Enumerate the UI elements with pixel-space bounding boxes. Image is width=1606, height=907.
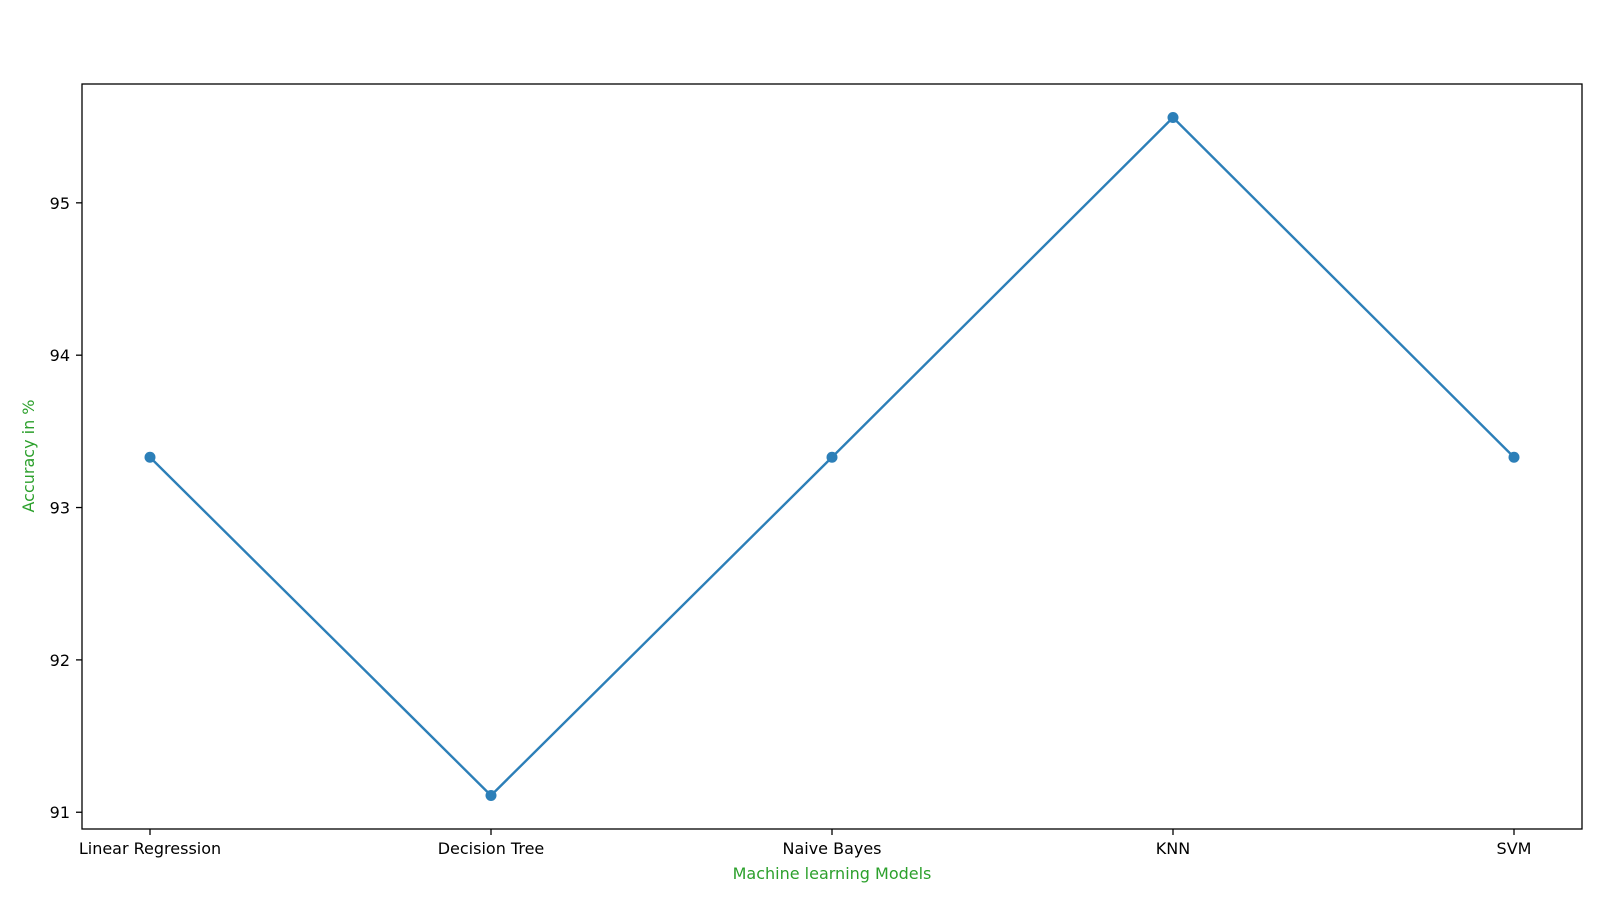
data-point bbox=[144, 451, 156, 463]
x-tick-label: Decision Tree bbox=[438, 839, 545, 858]
data-point bbox=[1508, 451, 1520, 463]
x-axis-ticks: Linear Regression Decision Tree Naive Baye… bbox=[79, 829, 1532, 858]
y-tick-label: 91 bbox=[50, 803, 70, 822]
x-tick-label: Naive Bayes bbox=[782, 839, 881, 858]
data-point bbox=[485, 789, 497, 801]
data-point bbox=[826, 451, 838, 463]
x-axis-label: Machine learning Models bbox=[733, 864, 932, 883]
y-tick-label: 92 bbox=[50, 651, 70, 670]
x-tick-label: KNN bbox=[1156, 839, 1190, 858]
y-tick-label: 95 bbox=[50, 194, 70, 213]
y-tick-label: 94 bbox=[50, 346, 70, 365]
x-tick-label: SVM bbox=[1497, 839, 1532, 858]
data-markers bbox=[144, 112, 1520, 801]
y-axis-ticks: 91 92 93 94 95 bbox=[50, 194, 82, 822]
y-tick-label: 93 bbox=[50, 499, 70, 518]
x-tick-label: Linear Regression bbox=[79, 839, 221, 858]
data-point bbox=[1167, 112, 1179, 124]
y-axis-label: Accuracy in % bbox=[19, 399, 38, 512]
